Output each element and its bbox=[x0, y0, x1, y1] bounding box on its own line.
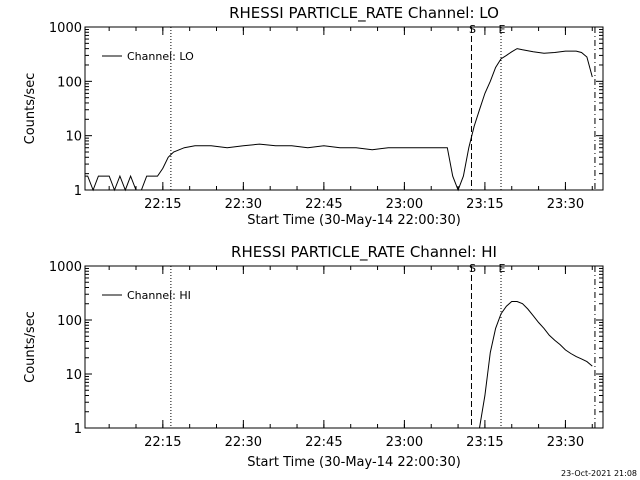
y-tick-label: 100 bbox=[57, 75, 82, 90]
y-tick-label: 10 bbox=[65, 368, 82, 383]
x-tick-label: 23:00 bbox=[386, 435, 423, 450]
legend-entry: Channel: LO bbox=[127, 50, 194, 63]
x-tick-label: 23:30 bbox=[547, 435, 584, 450]
chart-title: RHESSI PARTICLE_RATE Channel: LO bbox=[229, 4, 499, 23]
plot-frame bbox=[84, 26, 604, 191]
x-tick-label: 22:45 bbox=[305, 197, 342, 212]
x-tick-label: 22:15 bbox=[144, 197, 181, 212]
series-line-hi bbox=[479, 301, 593, 429]
x-tick-label: 22:15 bbox=[144, 435, 181, 450]
panel-lo: RHESSI PARTICLE_RATE Channel: LO 1 10 100 10… bbox=[23, 4, 604, 228]
x-tick-label: 23:30 bbox=[547, 197, 584, 212]
x-axis-label: Start Time (30-May-14 22:00:30) bbox=[247, 455, 461, 470]
x-tick-label: 23:15 bbox=[466, 435, 503, 450]
event-marker-label: E bbox=[499, 23, 506, 36]
series-line-lo bbox=[85, 48, 593, 192]
y-axis-label: Counts/sec bbox=[23, 73, 38, 145]
x-tick-label: 22:30 bbox=[225, 197, 262, 212]
event-marker-label: S bbox=[469, 262, 476, 275]
plot-frame bbox=[84, 265, 604, 429]
y-tick-label: 1 bbox=[74, 422, 82, 437]
chart-title: RHESSI PARTICLE_RATE Channel: HI bbox=[231, 243, 497, 262]
x-tick-label: 23:15 bbox=[466, 197, 503, 212]
panel-hi: RHESSI PARTICLE_RATE Channel: HI 1 10 100 10… bbox=[23, 243, 604, 470]
y-tick-label: 100 bbox=[57, 314, 82, 329]
y-tick-label: 1000 bbox=[49, 21, 82, 36]
y-axis-label: Counts/sec bbox=[23, 311, 38, 383]
footer-timestamp: 23-Oct-2021 21:08 bbox=[561, 469, 637, 478]
legend-entry: Channel: HI bbox=[127, 289, 191, 302]
y-tick-label: 1 bbox=[74, 184, 82, 199]
x-axis-label: Start Time (30-May-14 22:00:30) bbox=[247, 213, 461, 228]
x-tick-label: 22:30 bbox=[225, 435, 262, 450]
x-tick-label: 23:00 bbox=[386, 197, 423, 212]
event-marker-label: E bbox=[499, 262, 506, 275]
y-tick-label: 1000 bbox=[49, 260, 82, 275]
y-tick-label: 10 bbox=[65, 130, 82, 145]
event-marker-label: S bbox=[469, 23, 476, 36]
x-tick-label: 22:45 bbox=[305, 435, 342, 450]
